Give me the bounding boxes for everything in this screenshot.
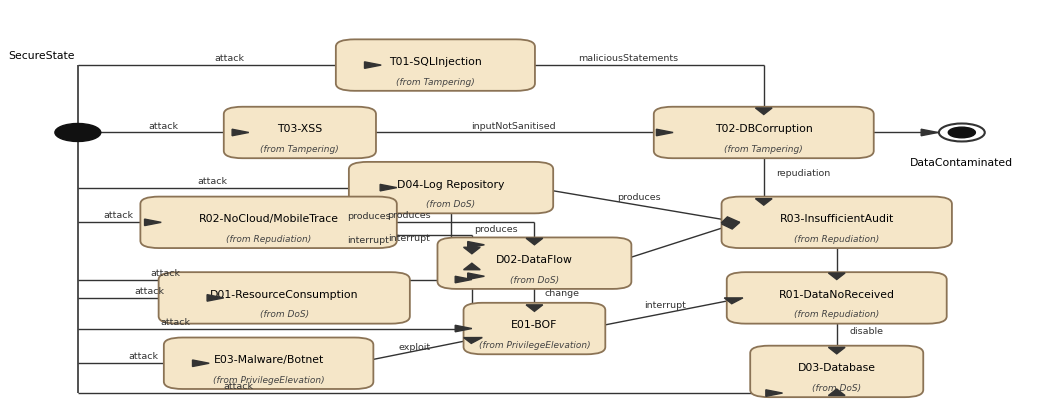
Polygon shape xyxy=(721,217,740,223)
Text: attack: attack xyxy=(129,351,158,361)
Text: D02-DataFlow: D02-DataFlow xyxy=(496,254,573,264)
FancyBboxPatch shape xyxy=(721,197,952,249)
Circle shape xyxy=(948,128,976,138)
Text: (from DoS): (from DoS) xyxy=(427,199,476,209)
Text: attack: attack xyxy=(149,121,178,131)
Text: R01-DataNoReceived: R01-DataNoReceived xyxy=(779,289,895,299)
Text: (from Repudiation): (from Repudiation) xyxy=(794,234,879,243)
Text: disable: disable xyxy=(849,326,883,335)
Text: DataContaminated: DataContaminated xyxy=(911,158,1013,168)
Text: T02-DBCorruption: T02-DBCorruption xyxy=(715,124,812,134)
Polygon shape xyxy=(463,338,482,344)
Text: R03-InsufficientAudit: R03-InsufficientAudit xyxy=(780,214,894,224)
Polygon shape xyxy=(467,273,484,280)
Polygon shape xyxy=(656,130,673,136)
Polygon shape xyxy=(145,220,161,226)
Text: D04-Log Repository: D04-Log Repository xyxy=(397,179,505,189)
Text: E01-BOF: E01-BOF xyxy=(511,320,558,330)
Text: D01-ResourceConsumption: D01-ResourceConsumption xyxy=(210,289,358,299)
Text: interrupt: interrupt xyxy=(347,236,389,245)
Text: D03-Database: D03-Database xyxy=(798,363,876,373)
Text: attack: attack xyxy=(197,176,227,185)
Polygon shape xyxy=(232,130,248,136)
Polygon shape xyxy=(208,295,224,301)
FancyBboxPatch shape xyxy=(750,346,923,397)
Polygon shape xyxy=(756,199,772,206)
Text: produces: produces xyxy=(347,212,391,221)
Text: (from Repudiation): (from Repudiation) xyxy=(794,310,879,318)
Text: SecureState: SecureState xyxy=(8,51,74,61)
Text: (from PrivilegeElevation): (from PrivilegeElevation) xyxy=(479,340,590,349)
Text: E03-Malware/Botnet: E03-Malware/Botnet xyxy=(214,354,324,364)
FancyBboxPatch shape xyxy=(437,238,631,289)
Polygon shape xyxy=(526,239,543,245)
Text: (from Tampering): (from Tampering) xyxy=(724,145,803,154)
Polygon shape xyxy=(380,185,397,191)
Polygon shape xyxy=(455,325,472,332)
Text: produces: produces xyxy=(617,192,660,202)
Text: (from DoS): (from DoS) xyxy=(812,383,861,392)
Polygon shape xyxy=(463,263,480,270)
FancyBboxPatch shape xyxy=(726,273,946,324)
FancyBboxPatch shape xyxy=(335,40,534,92)
Text: (from Repudiation): (from Repudiation) xyxy=(226,234,311,243)
Polygon shape xyxy=(756,109,772,115)
Text: interrupt: interrupt xyxy=(389,233,431,242)
Text: (from DoS): (from DoS) xyxy=(260,310,309,318)
Text: attack: attack xyxy=(223,381,254,390)
Text: T01-SQLInjection: T01-SQLInjection xyxy=(389,57,482,67)
FancyBboxPatch shape xyxy=(163,338,373,389)
Polygon shape xyxy=(724,298,743,304)
Text: change: change xyxy=(545,288,580,297)
Polygon shape xyxy=(828,347,845,354)
Polygon shape xyxy=(921,130,938,136)
Text: (from DoS): (from DoS) xyxy=(510,275,559,284)
Polygon shape xyxy=(722,223,740,230)
FancyBboxPatch shape xyxy=(463,303,606,354)
FancyBboxPatch shape xyxy=(654,107,874,159)
Polygon shape xyxy=(828,273,845,280)
FancyBboxPatch shape xyxy=(158,273,410,324)
FancyBboxPatch shape xyxy=(349,162,553,214)
Text: produces: produces xyxy=(388,211,431,220)
Text: exploit: exploit xyxy=(398,342,431,351)
Text: inputNotSanitised: inputNotSanitised xyxy=(472,121,555,131)
Polygon shape xyxy=(463,248,480,254)
Polygon shape xyxy=(828,389,845,396)
FancyBboxPatch shape xyxy=(140,197,397,249)
Text: maliciousStatements: maliciousStatements xyxy=(578,54,678,63)
Text: (from Tampering): (from Tampering) xyxy=(396,77,475,86)
Text: R02-NoCloud/MobileTrace: R02-NoCloud/MobileTrace xyxy=(199,214,339,224)
Text: produces: produces xyxy=(474,224,518,233)
Text: (from Tampering): (from Tampering) xyxy=(261,145,340,154)
FancyBboxPatch shape xyxy=(224,107,376,159)
Text: attack: attack xyxy=(104,211,133,220)
Text: attack: attack xyxy=(151,268,180,277)
Text: (from PrivilegeElevation): (from PrivilegeElevation) xyxy=(213,375,325,384)
Text: attack: attack xyxy=(135,286,165,295)
Text: attack: attack xyxy=(215,54,244,63)
Polygon shape xyxy=(766,390,783,396)
Text: T03-XSS: T03-XSS xyxy=(278,124,323,134)
Polygon shape xyxy=(526,305,543,312)
Text: repudiation: repudiation xyxy=(777,169,830,178)
Polygon shape xyxy=(365,63,381,69)
Text: attack: attack xyxy=(160,317,191,326)
Polygon shape xyxy=(193,360,210,367)
Polygon shape xyxy=(455,277,472,283)
Circle shape xyxy=(54,124,101,142)
Text: interrupt: interrupt xyxy=(643,300,685,309)
Polygon shape xyxy=(467,242,484,249)
